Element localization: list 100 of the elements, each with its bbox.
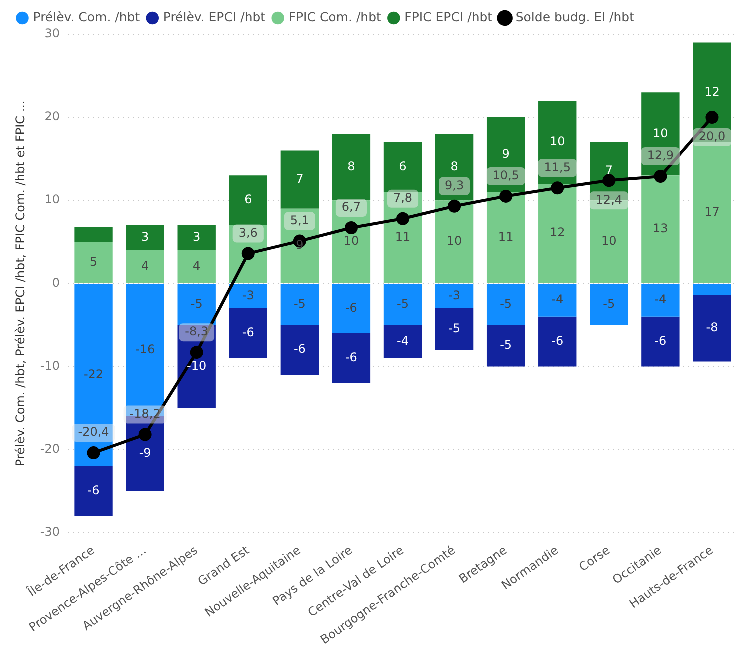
data-label: 12 xyxy=(704,84,720,99)
data-label: 6,7 xyxy=(342,200,362,214)
point xyxy=(706,111,719,124)
data-label: 10 xyxy=(602,234,617,248)
bar xyxy=(74,227,113,242)
data-label: 9 xyxy=(502,147,510,162)
data-label: -6 xyxy=(294,342,306,356)
bar xyxy=(486,192,526,284)
bar xyxy=(74,242,113,284)
y-tick-label: 0 xyxy=(52,276,60,290)
data-label: 10,5 xyxy=(492,168,520,183)
bar xyxy=(178,250,216,284)
data-label: 10 xyxy=(550,134,566,149)
data-label: -5 xyxy=(500,296,512,311)
legend-label: FPIC Com. /hbt xyxy=(288,10,382,24)
data-label: 11 xyxy=(395,230,411,244)
legend-label: Prélèv. EPCI /hbt xyxy=(163,10,266,24)
y-tick-label: -30 xyxy=(40,524,60,539)
bar xyxy=(332,333,371,384)
bar xyxy=(126,226,164,250)
point xyxy=(242,247,255,260)
data-label: 9,3 xyxy=(444,178,464,193)
data-label: 10 xyxy=(653,126,668,140)
y-tick-label: -10 xyxy=(40,358,60,373)
bar xyxy=(435,200,474,284)
data-label: 12 xyxy=(550,226,566,240)
legend-label: Solde budg. El /hbt xyxy=(516,10,635,24)
point xyxy=(500,190,513,203)
data-label: 17 xyxy=(704,204,720,219)
bar xyxy=(486,284,526,326)
data-label: -16 xyxy=(136,342,156,356)
bar xyxy=(486,118,526,192)
data-label: 12,9 xyxy=(647,148,674,163)
legend-label: Prélèv. Com. /hbt xyxy=(33,10,140,24)
point xyxy=(448,200,462,213)
data-label: 5,1 xyxy=(290,213,310,228)
data-label: 6 xyxy=(244,192,252,207)
data-label: -5 xyxy=(500,338,512,352)
data-label: -9 xyxy=(139,446,152,460)
bar xyxy=(332,200,371,284)
point xyxy=(551,182,564,195)
data-label: 10 xyxy=(344,234,360,248)
data-label: -5 xyxy=(190,296,203,311)
bar xyxy=(590,284,628,326)
data-label: -8 xyxy=(706,320,718,335)
data-label: -6 xyxy=(654,334,667,348)
y-axis-title: Prélèv. Com. /hbt, Prélèv. EPCI /hbt, FPIC Com. /hbt et FPIC ... xyxy=(13,100,28,467)
data-label: -6 xyxy=(242,326,254,340)
bar xyxy=(229,284,268,309)
bar xyxy=(332,284,371,334)
bar xyxy=(486,325,526,367)
y-tick-label: -20 xyxy=(40,442,60,456)
bar xyxy=(229,308,268,358)
data-label: -5 xyxy=(603,296,616,311)
data-label: 8 xyxy=(348,160,356,174)
bar xyxy=(280,208,320,284)
data-label: -5 xyxy=(397,296,409,311)
point xyxy=(396,212,410,226)
y-tick-label: 30 xyxy=(44,26,60,41)
bar xyxy=(178,226,216,250)
point xyxy=(602,174,616,188)
point xyxy=(344,222,358,234)
data-label: -6 xyxy=(345,350,358,365)
bar xyxy=(280,325,320,375)
bar xyxy=(280,284,320,326)
data-label: 11,5 xyxy=(544,160,571,174)
data-label: 7 xyxy=(605,164,613,178)
data-label: 7,8 xyxy=(393,190,413,205)
data-label: -3 xyxy=(448,288,461,302)
data-label: 4 xyxy=(141,258,150,273)
data-label: -5 xyxy=(448,321,461,336)
bar xyxy=(642,92,680,176)
data-label: 12,4 xyxy=(596,192,623,207)
bar xyxy=(642,316,680,367)
bar xyxy=(384,284,422,326)
point xyxy=(87,446,100,460)
data-label: 6 xyxy=(399,160,407,174)
data-label: 4 xyxy=(193,258,201,273)
bar xyxy=(435,284,474,309)
y-tick-label: 20 xyxy=(44,110,60,124)
data-label: 8 xyxy=(450,160,458,174)
bar xyxy=(642,284,680,317)
data-label: -22 xyxy=(84,367,104,382)
bar xyxy=(642,176,680,284)
bar xyxy=(693,284,732,296)
data-label: 13 xyxy=(653,222,668,236)
bar xyxy=(538,316,577,367)
data-label: 7 xyxy=(296,172,304,186)
bar xyxy=(538,184,577,284)
data-label: 5 xyxy=(90,254,98,269)
bar xyxy=(126,250,164,284)
bar xyxy=(384,325,422,358)
bar xyxy=(538,100,577,184)
legend-label: FPIC EPCI /hbt xyxy=(404,10,493,24)
data-label: 20,0 xyxy=(698,130,726,144)
point xyxy=(190,346,204,360)
data-label: -6 xyxy=(345,300,358,315)
data-label: -20,4 xyxy=(78,425,110,440)
data-label: -6 xyxy=(552,334,564,348)
bar xyxy=(435,134,474,201)
